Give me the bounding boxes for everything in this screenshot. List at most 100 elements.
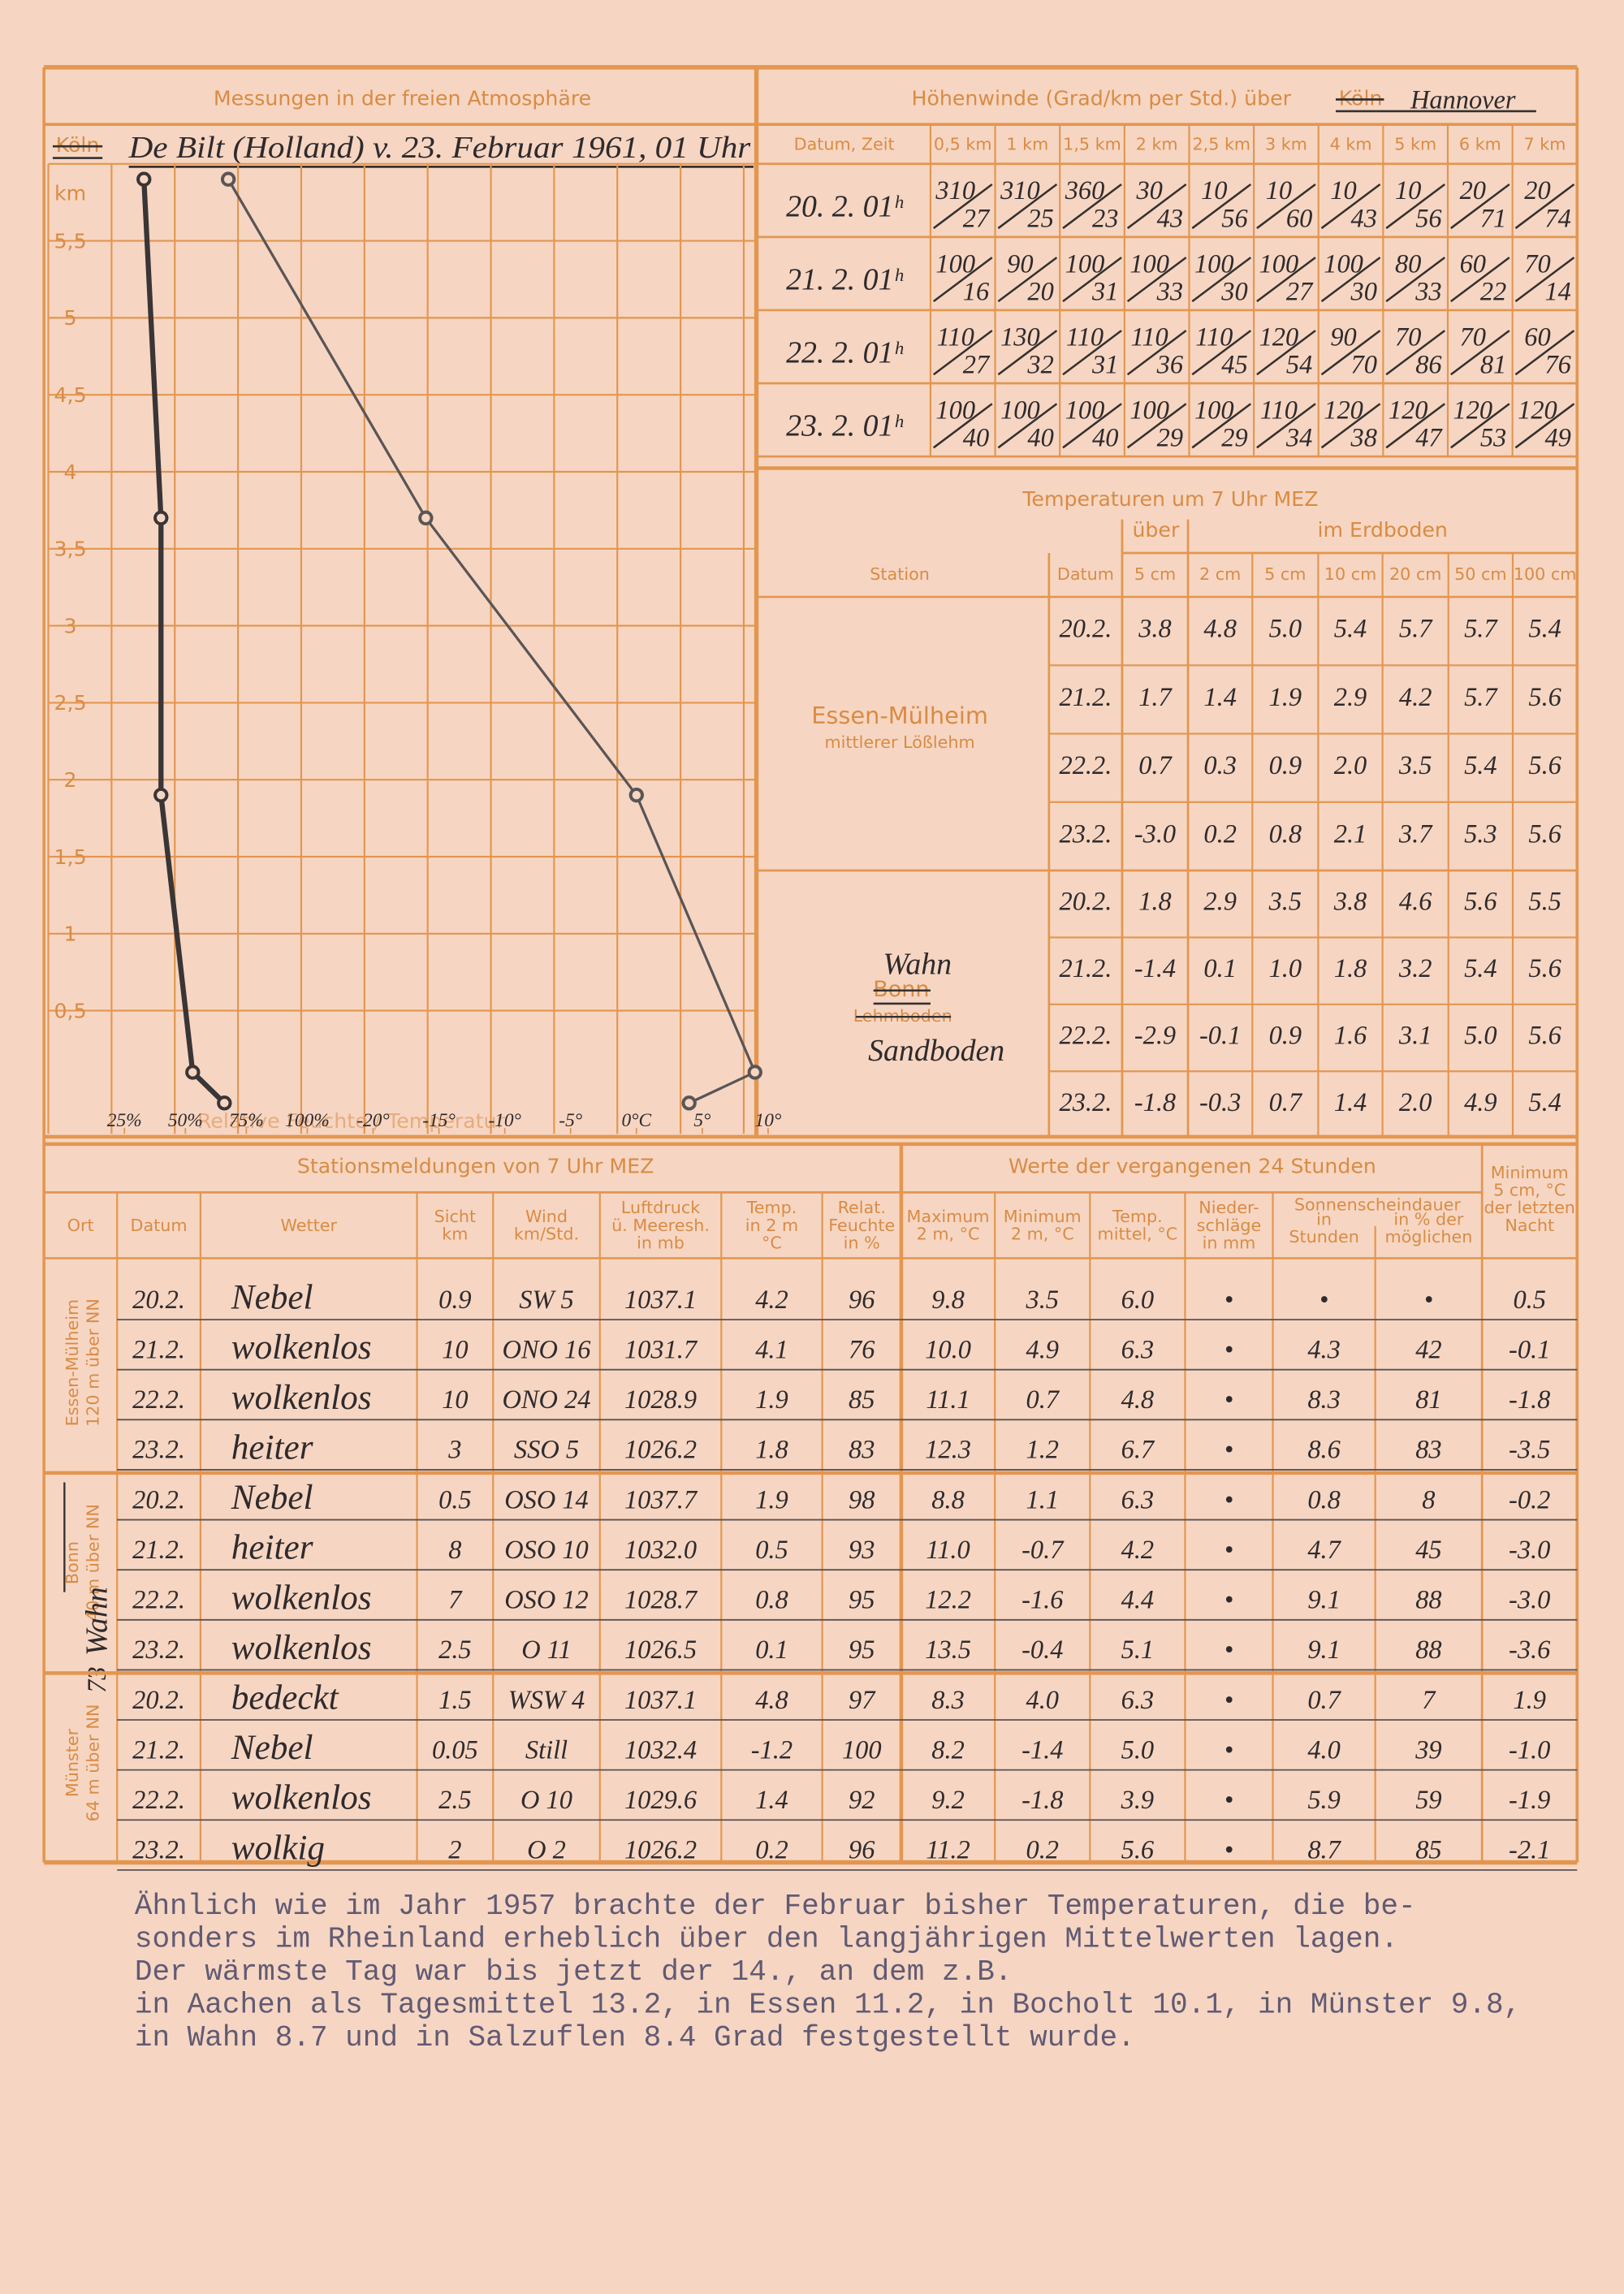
wind-direction: 10 bbox=[1330, 176, 1356, 205]
report-value: Still bbox=[525, 1735, 568, 1765]
soil-temperature: 3.2 bbox=[1398, 954, 1432, 983]
wind-direction: 100 bbox=[1129, 249, 1169, 279]
report-value: 92 bbox=[849, 1786, 875, 1815]
report-value: 4.4 bbox=[1121, 1586, 1155, 1615]
report-value: 8.3 bbox=[931, 1686, 965, 1715]
slash bbox=[1256, 184, 1316, 230]
wind-speed: 71 bbox=[1480, 204, 1506, 233]
wind-speed: 76 bbox=[1544, 351, 1571, 380]
soil-temperature: -1.4 bbox=[1134, 954, 1176, 983]
column-header: Nacht bbox=[1505, 1216, 1554, 1235]
y-tick-label: 1,5 bbox=[54, 845, 87, 869]
wind-speed: 20 bbox=[1027, 278, 1053, 307]
report-value: -3.0 bbox=[1509, 1586, 1550, 1615]
station-struck: Köln bbox=[56, 133, 100, 157]
soil-temperature: 0.9 bbox=[1269, 1021, 1302, 1050]
report-value: 13.5 bbox=[925, 1635, 971, 1665]
wind-direction: 120 bbox=[1518, 396, 1557, 426]
slash bbox=[1385, 257, 1445, 303]
soil-temperature: 1.6 bbox=[1334, 1021, 1367, 1050]
wind-direction: 100 bbox=[1065, 396, 1105, 426]
wind-speed: 43 bbox=[1157, 204, 1183, 233]
wind-direction: 110 bbox=[1260, 396, 1298, 426]
report-value: 4.7 bbox=[1307, 1536, 1341, 1565]
wind-direction: 100 bbox=[1324, 249, 1363, 279]
column-header: 20 cm bbox=[1389, 564, 1441, 584]
report-value: 0.05 bbox=[432, 1735, 478, 1765]
report-value: 20.2. bbox=[132, 1485, 185, 1514]
wind-direction: 110 bbox=[937, 322, 974, 352]
column-header: Luftdruck bbox=[621, 1198, 700, 1217]
soil-temperature: -0.1 bbox=[1199, 1021, 1241, 1050]
soil-temperature: 2.0 bbox=[1334, 751, 1367, 780]
row-date: 21.2. bbox=[1060, 683, 1112, 712]
slash bbox=[1385, 184, 1445, 230]
report-value: SW 5 bbox=[519, 1285, 574, 1315]
report-value: 1.5 bbox=[438, 1686, 472, 1715]
slash bbox=[1450, 403, 1510, 449]
column-header: 5 cm bbox=[1264, 564, 1306, 584]
column-header: in mb bbox=[637, 1233, 685, 1252]
slash bbox=[1126, 403, 1187, 449]
column-header: Maximum bbox=[907, 1207, 990, 1226]
report-value: 9.1 bbox=[1307, 1586, 1341, 1615]
column-header: °C bbox=[762, 1233, 782, 1252]
soil-temperature: 1.4 bbox=[1334, 1088, 1367, 1117]
weather: wolkenlos bbox=[231, 1578, 372, 1617]
slash bbox=[1126, 257, 1187, 303]
row-date: 23. 2. 01ʰ bbox=[786, 409, 903, 443]
wind-speed: 60 bbox=[1286, 204, 1312, 233]
report-value: 83 bbox=[849, 1436, 875, 1465]
y-tick-label: 2 bbox=[64, 768, 77, 792]
y-tick-label: 0,5 bbox=[54, 999, 87, 1022]
report-value: 85 bbox=[849, 1385, 875, 1415]
station-name: 120 m über NN bbox=[83, 1298, 102, 1427]
report-value: 9.1 bbox=[1307, 1635, 1341, 1665]
report-value: -0.1 bbox=[1509, 1336, 1550, 1365]
soil-temperature: 4.2 bbox=[1399, 683, 1432, 712]
report-value: -0.2 bbox=[1509, 1485, 1550, 1514]
report-value: ONO 24 bbox=[503, 1385, 591, 1415]
wind-direction: 90 bbox=[1007, 249, 1033, 279]
report-value: 0.5 bbox=[438, 1485, 472, 1514]
report-value: 1.2 bbox=[1026, 1436, 1060, 1465]
station-name: De Bilt (Holland) v. 23. Februar 1961, 0… bbox=[128, 131, 751, 165]
wind-direction: 100 bbox=[1194, 249, 1234, 279]
row-date: 21.2. bbox=[1060, 954, 1112, 983]
report-value: 0.7 bbox=[1307, 1686, 1341, 1715]
row-date: 20.2. bbox=[1060, 888, 1112, 917]
soil-temperature: 0.3 bbox=[1203, 751, 1237, 780]
report-value: 22.2. bbox=[132, 1786, 185, 1815]
wind-speed: 22 bbox=[1480, 278, 1506, 307]
report-value: -3.5 bbox=[1509, 1436, 1550, 1465]
report-value: • bbox=[1224, 1285, 1233, 1315]
note-line: sonders im Rheinland erheblich über den … bbox=[135, 1923, 1398, 1956]
report-value: 4.0 bbox=[1307, 1735, 1341, 1765]
soil-temperature: 5.6 bbox=[1464, 888, 1497, 917]
wind-speed: 27 bbox=[1286, 278, 1314, 307]
report-value: • bbox=[1224, 1836, 1233, 1865]
wind-direction: 100 bbox=[1259, 249, 1299, 279]
row-date: 23.2. bbox=[1060, 819, 1112, 849]
column-header: Nieder- bbox=[1199, 1198, 1259, 1217]
row-date: 22.2. bbox=[1060, 751, 1112, 780]
column-header: in mm bbox=[1203, 1233, 1256, 1252]
slash bbox=[1514, 257, 1575, 303]
report-value: 11.1 bbox=[926, 1385, 970, 1415]
wind-speed: 43 bbox=[1351, 204, 1377, 233]
report-value: -1.8 bbox=[1021, 1786, 1063, 1815]
wind-direction: 120 bbox=[1453, 396, 1493, 426]
report-value: 1037.7 bbox=[624, 1485, 698, 1514]
x-tick-label: -20° bbox=[356, 1110, 390, 1131]
report-value: O 10 bbox=[520, 1786, 572, 1815]
column-header: Minimum bbox=[1491, 1163, 1569, 1182]
slash bbox=[1126, 330, 1187, 376]
y-tick-label: 4 bbox=[64, 460, 77, 484]
slash bbox=[932, 257, 993, 303]
panel-title: Stationsmeldungen von 7 Uhr MEZ bbox=[297, 1155, 654, 1178]
wind-direction: 120 bbox=[1259, 322, 1299, 352]
wind-speed: 27 bbox=[963, 204, 991, 233]
x-tick-label: 100% bbox=[285, 1110, 330, 1131]
report-value: 97 bbox=[849, 1686, 876, 1715]
report-value: 8 bbox=[1422, 1485, 1435, 1514]
